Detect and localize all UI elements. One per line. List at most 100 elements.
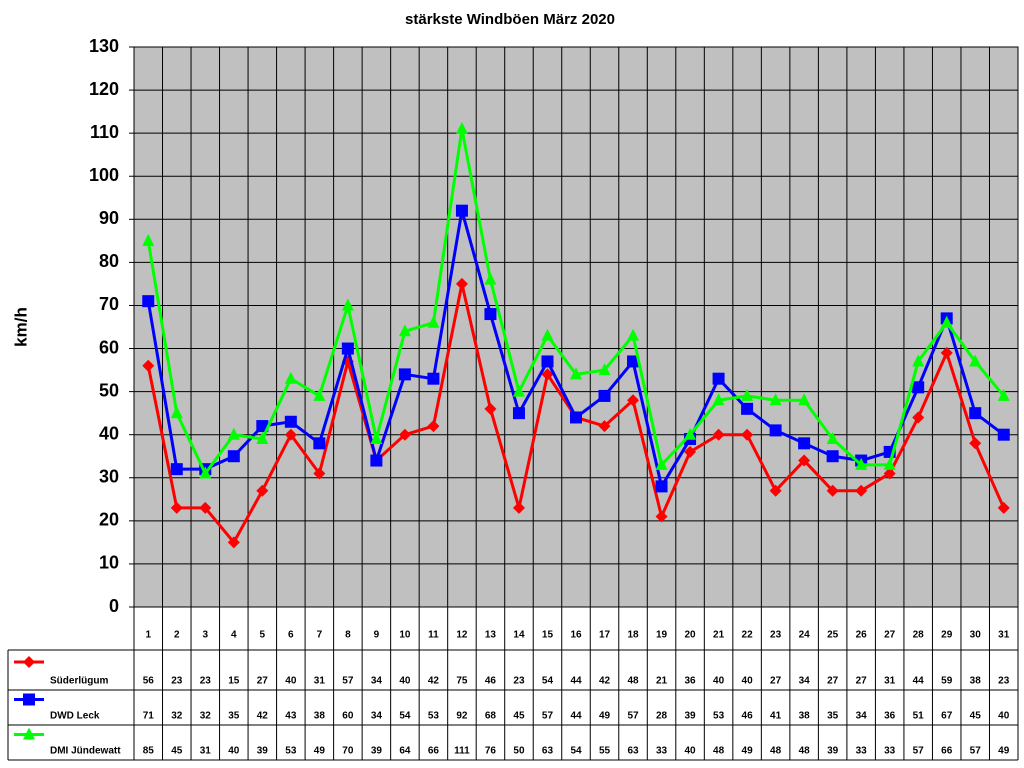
marker	[256, 432, 269, 444]
x-tick-label: 25	[827, 630, 839, 641]
y-tick-label: 40	[99, 423, 119, 443]
y-tick-label: 20	[99, 510, 119, 530]
table-value: 35	[827, 711, 839, 722]
table-value: 54	[399, 711, 411, 722]
table-value: 55	[599, 746, 611, 757]
marker	[627, 328, 640, 341]
marker	[855, 457, 868, 470]
marker	[512, 384, 525, 397]
marker	[256, 420, 269, 433]
x-tick-label: 7	[317, 630, 323, 641]
marker	[627, 355, 640, 368]
marker	[769, 484, 782, 497]
x-tick-label: 6	[288, 630, 294, 641]
table-value: 38	[799, 711, 811, 722]
marker	[142, 233, 155, 246]
table-value: 23	[998, 676, 1010, 687]
marker	[883, 457, 896, 470]
table-value: 39	[685, 711, 697, 722]
table-value: 15	[228, 676, 240, 687]
marker	[427, 372, 440, 385]
table-value: 31	[314, 676, 326, 687]
table-value: 66	[428, 746, 440, 757]
table-value: 32	[200, 711, 212, 722]
table-value: 23	[171, 676, 183, 687]
marker	[142, 295, 155, 308]
marker	[712, 428, 725, 441]
marker	[798, 437, 811, 450]
legend-label: DWD Leck	[50, 711, 100, 722]
x-tick-label: 30	[970, 630, 982, 641]
x-tick-label: 18	[627, 630, 639, 641]
marker	[769, 424, 782, 437]
table-value: 34	[371, 711, 383, 722]
table-value: 23	[200, 676, 212, 687]
marker	[798, 454, 811, 467]
table-value: 40	[685, 746, 697, 757]
table-value: 85	[143, 746, 155, 757]
table-value: 33	[656, 746, 668, 757]
marker	[912, 411, 925, 424]
x-tick-label: 29	[941, 630, 953, 641]
y-tick-label: 130	[89, 36, 119, 56]
x-tick-label: 4	[231, 630, 237, 641]
x-tick-label: 19	[656, 630, 668, 641]
x-tick-label: 22	[742, 630, 754, 641]
table-value: 53	[713, 711, 725, 722]
marker	[598, 363, 611, 376]
marker	[142, 359, 155, 372]
marker	[912, 381, 925, 394]
marker	[912, 354, 925, 367]
marker	[826, 432, 839, 444]
table-value: 75	[456, 676, 468, 687]
table-value: 49	[314, 746, 326, 757]
table-value: 38	[970, 676, 982, 687]
marker	[455, 204, 468, 217]
marker	[598, 389, 611, 402]
x-tick-label: 17	[599, 630, 611, 641]
marker	[370, 432, 383, 444]
table-value: 42	[428, 676, 440, 687]
x-tick-label: 16	[570, 630, 582, 641]
table-value: 34	[799, 676, 811, 687]
x-tick-label: 15	[542, 630, 554, 641]
marker	[512, 501, 525, 514]
table-value: 40	[713, 676, 725, 687]
table-value: 45	[171, 746, 183, 757]
table-value: 48	[627, 676, 639, 687]
marker	[284, 415, 297, 428]
table-value: 40	[285, 676, 297, 687]
marker	[798, 393, 811, 406]
legend-label: DMI Jündewatt	[50, 746, 121, 757]
marker	[170, 501, 183, 514]
marker	[940, 315, 953, 328]
table-value: 53	[285, 746, 297, 757]
marker	[741, 388, 754, 401]
table-value: 57	[542, 711, 554, 722]
marker	[655, 457, 668, 470]
marker	[712, 372, 725, 385]
y-tick-label: 80	[99, 251, 119, 271]
x-tick-label: 8	[345, 630, 351, 641]
marker	[170, 463, 183, 476]
legend-marker	[23, 693, 35, 706]
x-tick-label: 3	[203, 630, 209, 641]
table-value: 42	[257, 711, 269, 722]
marker	[684, 445, 697, 458]
table-value: 41	[770, 711, 782, 722]
marker	[570, 411, 582, 424]
table-value: 23	[513, 676, 525, 687]
marker	[370, 454, 383, 467]
marker	[227, 427, 240, 440]
y-tick-label: 120	[89, 79, 119, 99]
marker	[741, 428, 754, 441]
table-value: 57	[627, 711, 639, 722]
marker	[855, 484, 868, 497]
legend-marker	[23, 656, 35, 668]
table-value: 31	[200, 746, 212, 757]
marker	[227, 536, 240, 549]
marker	[541, 368, 554, 381]
table-value: 35	[228, 711, 240, 722]
marker	[741, 402, 754, 415]
